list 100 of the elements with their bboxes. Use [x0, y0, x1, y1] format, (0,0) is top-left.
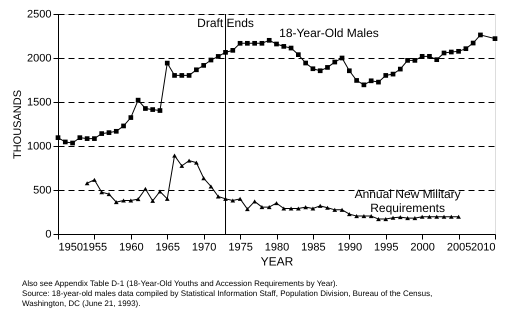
- point: [260, 40, 264, 46]
- point: [78, 135, 82, 140]
- point: [186, 73, 192, 78]
- point: [442, 214, 446, 219]
- point: [150, 198, 156, 203]
- point: [164, 196, 170, 201]
- point: [172, 154, 177, 158]
- point: [158, 108, 162, 113]
- point: [274, 201, 279, 206]
- point: [266, 38, 272, 43]
- point: [362, 82, 366, 88]
- point: [434, 214, 440, 219]
- point: [208, 58, 214, 62]
- series-label: 18-Year-Old Males: [279, 26, 379, 40]
- point: [405, 58, 410, 63]
- point: [354, 78, 359, 83]
- point: [179, 73, 184, 78]
- point: [56, 135, 60, 140]
- point: [136, 197, 140, 202]
- point: [318, 68, 323, 74]
- point: [230, 198, 236, 203]
- point: [427, 54, 432, 59]
- x-tick-label: 1955: [82, 242, 108, 254]
- y-tick-label: 1500: [27, 96, 52, 108]
- x-tick-label: 1980: [264, 242, 290, 254]
- point: [362, 214, 366, 218]
- point: [456, 48, 461, 54]
- point: [492, 36, 498, 41]
- point: [420, 214, 425, 219]
- point: [150, 107, 156, 112]
- point: [106, 130, 112, 135]
- text: Also see Appendix Table D-1 (18-Year-Old Youths and Accession Requirements by Year).: [22, 279, 338, 288]
- point: [296, 206, 301, 211]
- point: [136, 98, 140, 102]
- x-tick-label: 2000: [410, 242, 435, 254]
- point: [288, 46, 294, 50]
- point: [288, 206, 294, 211]
- point: [412, 58, 418, 63]
- y-tick-label: 1000: [27, 140, 52, 152]
- point: [448, 50, 454, 54]
- point: [368, 78, 374, 84]
- point: [274, 42, 279, 46]
- point: [186, 158, 192, 163]
- point: [340, 208, 344, 212]
- point: [179, 164, 184, 168]
- point: [230, 48, 236, 53]
- x-tick-label: 1950: [58, 242, 83, 254]
- point: [70, 140, 75, 146]
- x-tick-label: 1985: [301, 242, 326, 254]
- y-tick-label: 2500: [27, 8, 52, 20]
- point: [266, 205, 272, 210]
- point: [121, 198, 126, 203]
- point: [354, 214, 359, 218]
- point: [281, 44, 286, 49]
- point: [128, 198, 134, 203]
- point: [238, 40, 242, 46]
- x-tick-label: 2010: [471, 242, 496, 254]
- point: [260, 205, 264, 210]
- point: [194, 67, 199, 72]
- x-tick-label: 1965: [156, 242, 180, 254]
- x-tick-label: 1995: [374, 242, 398, 254]
- point: [252, 199, 257, 204]
- series-label: Annual New Military Requirements: [354, 187, 461, 215]
- point: [172, 73, 177, 78]
- x-tick-label: 2005: [446, 242, 472, 254]
- point: [62, 140, 68, 144]
- point: [84, 181, 90, 186]
- point: [114, 200, 119, 204]
- point: [99, 131, 104, 136]
- x-tick-label: 1970: [192, 242, 216, 254]
- point: [398, 215, 403, 220]
- point: [456, 214, 461, 219]
- point: [216, 54, 221, 59]
- y-tick-label: 0: [45, 228, 52, 240]
- point: [434, 57, 440, 62]
- point: [464, 46, 468, 52]
- point: [332, 208, 338, 212]
- x-tick-label: 1975: [228, 242, 253, 254]
- point: [121, 124, 126, 128]
- point: [325, 65, 330, 70]
- point: [405, 216, 410, 220]
- point: [390, 216, 396, 220]
- point: [412, 216, 418, 220]
- point: [143, 106, 148, 111]
- point: [201, 63, 206, 68]
- x-tick-label: 1960: [119, 242, 144, 254]
- point: [346, 68, 352, 74]
- point: [303, 60, 308, 66]
- point: [376, 217, 381, 222]
- point: [368, 214, 374, 218]
- x-tick-label: 1990: [338, 242, 362, 254]
- y-tick-label: 500: [33, 184, 52, 196]
- point: [390, 72, 396, 76]
- point: [478, 32, 483, 38]
- point: [332, 60, 338, 64]
- point: [383, 73, 388, 78]
- point: [310, 66, 316, 72]
- point: [325, 206, 330, 210]
- point: [296, 52, 301, 57]
- point: [194, 160, 199, 165]
